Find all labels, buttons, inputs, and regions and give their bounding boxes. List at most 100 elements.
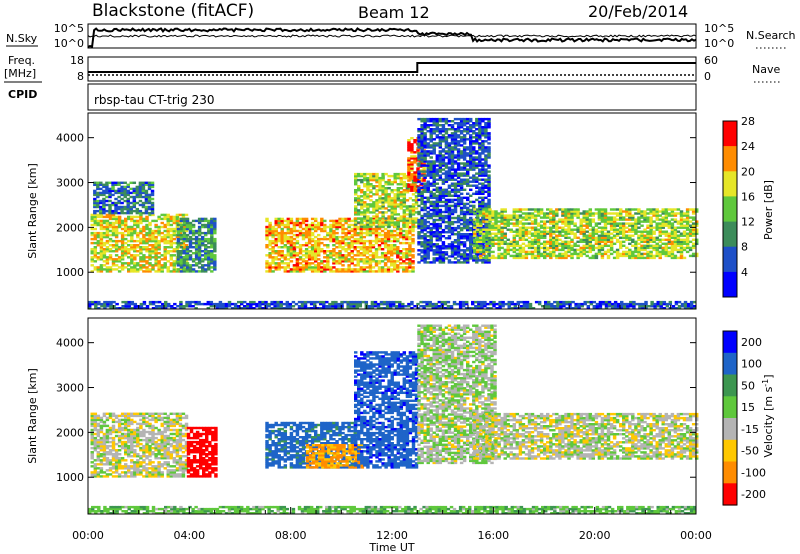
heatmap-cell [372,203,376,206]
heatmap-cell [462,168,467,171]
heatmap-cell [479,212,483,215]
heatmap-cell [102,205,106,209]
heatmap-cell [476,238,480,242]
heatmap-cell [447,176,452,179]
heatmap-cell [201,241,205,245]
heatmap-cell [530,232,535,235]
heatmap-cell [407,185,411,188]
heatmap-cell [628,234,632,237]
heatmap-cell [555,256,559,260]
heatmap-cell [417,190,421,194]
heatmap-cell [408,219,412,223]
heatmap-cell [185,270,190,273]
heatmap-cell [191,225,196,229]
heatmap-cell [417,261,421,264]
heatmap-cell [432,202,436,206]
heatmap-cell [435,154,440,157]
heatmap-cell [93,266,98,269]
heatmap-cell [582,244,586,248]
heatmap-cell [420,216,424,220]
heatmap-cell [521,226,526,229]
heatmap-cell [567,214,571,217]
heatmap-cell [555,244,559,248]
heatmap-cell [603,250,608,254]
heatmap-cell [157,225,161,229]
heatmap-cell [292,252,297,255]
heatmap-cell [96,203,100,207]
heatmap-cell [543,256,547,260]
heatmap-cell [631,252,635,256]
heatmap-cell [114,207,118,211]
heatmap-cell [429,261,433,264]
heatmap-cell [478,190,482,194]
heatmap-cell [456,239,461,242]
heatmap-cell [347,264,351,267]
heatmap-cell [579,246,583,250]
heatmap-cell [271,262,275,265]
heatmap-cell [277,252,281,255]
heatmap-cell [371,252,376,255]
heatmap-cell [265,219,269,223]
heatmap-cell [423,259,427,262]
heatmap-cell [408,207,413,210]
heatmap-cell [136,246,140,249]
heatmap-cell [426,117,430,121]
heatmap-cell [472,180,476,183]
heatmap-cell [130,217,134,221]
heatmap-cell [295,264,300,267]
heatmap-cell [362,248,367,251]
heatmap-cell [426,220,430,224]
heatmap-cell [402,185,407,188]
heatmap-cell [482,214,486,217]
heatmap-cell [664,244,669,248]
heatmap-cell [402,211,407,214]
heatmap-cell [314,252,318,255]
heatmap-cell [476,222,480,225]
heatmap-cell [381,219,385,222]
heatmap-cell [444,200,449,204]
heatmap-cell [487,194,491,198]
heatmap-cell [378,199,382,202]
heatmap-cell [375,225,379,228]
heatmap-cell [469,226,473,230]
heatmap-cell [423,142,427,145]
heatmap-cell [594,230,599,233]
heatmap-cell [396,221,401,224]
heatmap-cell [271,239,275,243]
heatmap-cell [286,250,291,253]
heatmap-cell [485,242,489,246]
heatmap-cell [381,221,385,224]
heatmap-cell [473,222,477,225]
heatmap-cell [485,248,489,252]
heatmap-cell [274,264,278,267]
heatmap-cell [600,252,605,256]
heatmap-cell [402,223,407,226]
heatmap-cell [292,256,297,259]
heatmap-cell [363,176,367,180]
heatmap-cell [368,270,373,273]
heatmap-cell [549,252,553,256]
heatmap-cell [462,233,467,236]
heatmap-cell [360,172,364,176]
heatmap-cell [649,222,653,225]
heatmap-cell [423,150,427,153]
heatmap-cell [527,240,532,244]
heatmap-cell [481,128,485,131]
heatmap-cell [197,229,202,233]
heatmap-cell [136,270,140,273]
heatmap-cell [390,201,394,204]
heatmap-cell [588,208,593,211]
heatmap-cell [664,220,669,223]
heatmap-cell [356,264,360,267]
heatmap-cell [423,134,427,137]
heatmap-cell [179,262,184,265]
heatmap-cell [518,232,523,235]
heatmap-cell [120,244,125,247]
heatmap-cell [456,218,461,222]
heatmap-cell [555,212,559,215]
heatmap-cell [655,254,659,258]
heatmap-cell [432,245,436,248]
heatmap-cell [543,242,547,246]
heatmap-cell [289,217,294,221]
heatmap-cell [393,205,397,208]
